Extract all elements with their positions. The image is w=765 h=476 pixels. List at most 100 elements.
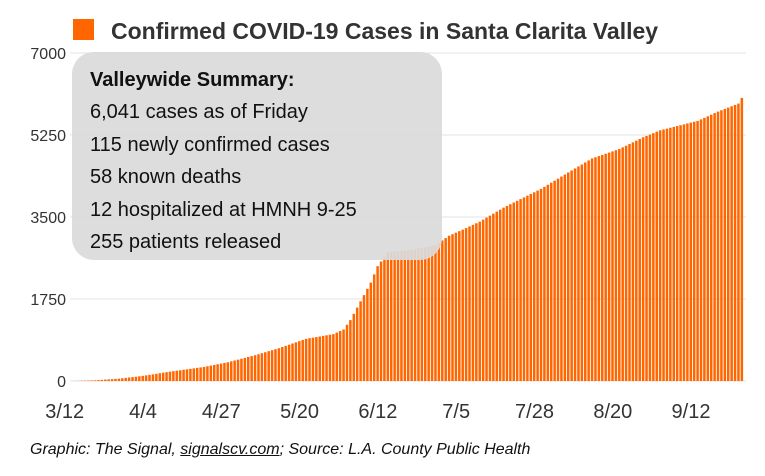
bar [621, 147, 624, 381]
bar [155, 373, 158, 381]
bar [372, 274, 376, 381]
bar [274, 349, 277, 381]
bar [652, 133, 655, 381]
bar [267, 351, 270, 381]
bar [468, 226, 471, 381]
x-tick-label: 8/20 [593, 401, 632, 423]
bar [229, 361, 233, 381]
bar [689, 122, 693, 381]
bar [451, 234, 454, 381]
bar [682, 124, 686, 382]
bar [686, 123, 689, 382]
bar [584, 162, 587, 381]
bar [607, 152, 611, 381]
y-tick-label: 5250 [30, 128, 66, 145]
bar [138, 376, 141, 381]
bar [240, 358, 243, 381]
bar [233, 360, 236, 381]
bar [311, 337, 315, 381]
bar [216, 364, 219, 381]
summary-line-new-cases: 115 newly confirmed cases [90, 133, 330, 156]
bar [192, 368, 196, 381]
bar [692, 121, 696, 381]
bar [396, 251, 400, 381]
bar [93, 380, 97, 381]
bar [172, 371, 175, 381]
bar [104, 379, 107, 381]
credit-link[interactable]: signalscv.com [180, 441, 280, 458]
bar [260, 353, 264, 381]
bar [730, 106, 733, 381]
bar [696, 120, 699, 381]
bar [178, 370, 182, 381]
bar [641, 137, 645, 381]
bars [73, 97, 744, 382]
bar [219, 363, 223, 381]
bar [206, 366, 209, 381]
summary-line-deaths: 58 known deaths [90, 166, 242, 188]
bar [706, 116, 710, 381]
x-tick-label: 3/12 [45, 401, 84, 423]
bar [635, 140, 638, 381]
bar [114, 378, 117, 381]
bar [90, 380, 93, 381]
bar [458, 231, 461, 381]
bar [318, 336, 321, 381]
bar [645, 135, 648, 381]
bar [165, 372, 168, 381]
bar [335, 332, 339, 381]
bar [563, 174, 567, 381]
bar [417, 248, 420, 381]
bar [338, 331, 342, 381]
bar [573, 168, 577, 381]
bar [420, 247, 424, 381]
bar [672, 126, 676, 381]
bar [321, 335, 325, 381]
cases-chart: Confirmed COVID-19 Cases in Santa Clarit… [30, 18, 746, 423]
summary-line-released: 255 patients released [90, 231, 282, 253]
bar [618, 149, 621, 381]
summary-title: Valleywide Summary: [90, 69, 295, 91]
bar [597, 156, 601, 381]
bar [403, 250, 407, 381]
bar [284, 345, 287, 381]
bar [546, 184, 550, 381]
bar [737, 103, 740, 382]
bar [703, 117, 706, 382]
bar [355, 307, 359, 381]
bar [648, 134, 652, 381]
bar [257, 354, 260, 381]
bar [492, 213, 495, 381]
bar [209, 365, 213, 381]
bar [512, 202, 516, 381]
bar [594, 157, 597, 381]
bar [212, 364, 216, 381]
bar [362, 295, 366, 381]
bar [631, 142, 635, 381]
bar [158, 373, 162, 381]
credit-line: Graphic: The Signal, signalscv.com; Sour… [30, 441, 530, 459]
bar [168, 371, 172, 381]
bar [529, 193, 533, 381]
bar [148, 374, 151, 381]
bar [740, 97, 744, 381]
bar [662, 129, 665, 381]
bar [709, 114, 713, 382]
bar [614, 150, 618, 381]
bar [87, 380, 90, 381]
bar [413, 249, 417, 381]
bar [342, 329, 345, 381]
bar [675, 126, 679, 381]
bar [577, 166, 580, 381]
bar [601, 154, 604, 381]
bar [587, 160, 590, 381]
bar [498, 209, 502, 381]
x-axis-ticks: 3/12 4/4 4/27 5/20 6/12 7/5 7/28 8/20 9/12 [45, 401, 710, 423]
bar [97, 380, 100, 381]
bar [185, 369, 189, 381]
bar [628, 144, 631, 381]
bar [301, 340, 304, 381]
bar [298, 341, 301, 381]
x-tick-label: 5/20 [280, 401, 319, 423]
bar [376, 266, 379, 381]
